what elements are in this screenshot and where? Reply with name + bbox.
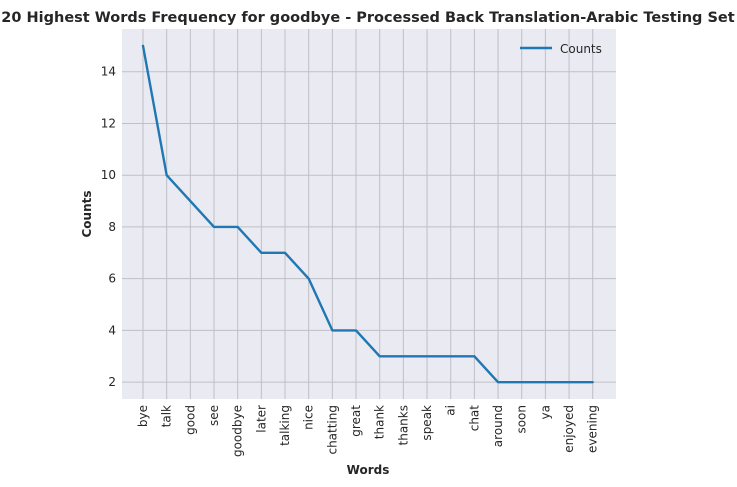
- legend-label-counts: Counts: [560, 42, 602, 56]
- x-tick-label-nice: nice: [302, 405, 316, 430]
- y-tick-labels: 2 4 6 8 10 12 14: [101, 65, 116, 389]
- x-tick-label-great: great: [349, 405, 363, 437]
- x-tick-label-ya: ya: [538, 405, 552, 419]
- x-tick-labels: bye talk good see goodbye later talking nice cha…: [136, 405, 600, 457]
- data-points: [142, 45, 593, 383]
- y-tick-label: 4: [108, 323, 116, 337]
- y-tick-label: 6: [108, 272, 116, 286]
- x-tick-label-thanks: thanks: [396, 405, 410, 445]
- x-tick-label-goodbye: goodbye: [231, 405, 245, 457]
- x-tick-label-enjoyed: enjoyed: [562, 405, 576, 453]
- y-tick-label: 10: [101, 168, 116, 182]
- x-tick-label-good: good: [183, 405, 197, 435]
- x-tick-label-around: around: [491, 405, 505, 447]
- y-tick-label: 8: [108, 220, 116, 234]
- x-tick-label-soon: soon: [515, 405, 529, 434]
- x-tick-label-chat: chat: [467, 405, 481, 432]
- x-gridlines: [142, 29, 594, 399]
- x-tick-label-talking: talking: [278, 405, 292, 446]
- x-tick-label-thank: thank: [373, 405, 387, 439]
- y-tick-label: 12: [101, 116, 116, 130]
- legend: Counts: [520, 42, 602, 56]
- y-axis-label: Counts: [80, 190, 94, 237]
- x-tick-label-speak: speak: [420, 405, 434, 441]
- y-tick-label: 2: [108, 375, 116, 389]
- x-tick-label-bye: bye: [136, 405, 150, 427]
- x-tick-label-see: see: [207, 405, 221, 426]
- y-tick-label: 14: [101, 65, 116, 79]
- chart-title: 20 Highest Words Frequency for goodbye -…: [1, 10, 734, 26]
- x-tick-label-later: later: [254, 405, 268, 433]
- x-tick-label-ai: ai: [444, 405, 458, 416]
- plot-area: [122, 29, 616, 399]
- x-tick-label-evening: evening: [586, 405, 600, 453]
- x-tick-label-chatting: chatting: [325, 405, 339, 455]
- x-tick-label-talk: talk: [160, 405, 174, 427]
- y-gridlines: [122, 71, 616, 383]
- series-line-counts: [141, 44, 594, 384]
- x-axis-label: Words: [347, 463, 390, 477]
